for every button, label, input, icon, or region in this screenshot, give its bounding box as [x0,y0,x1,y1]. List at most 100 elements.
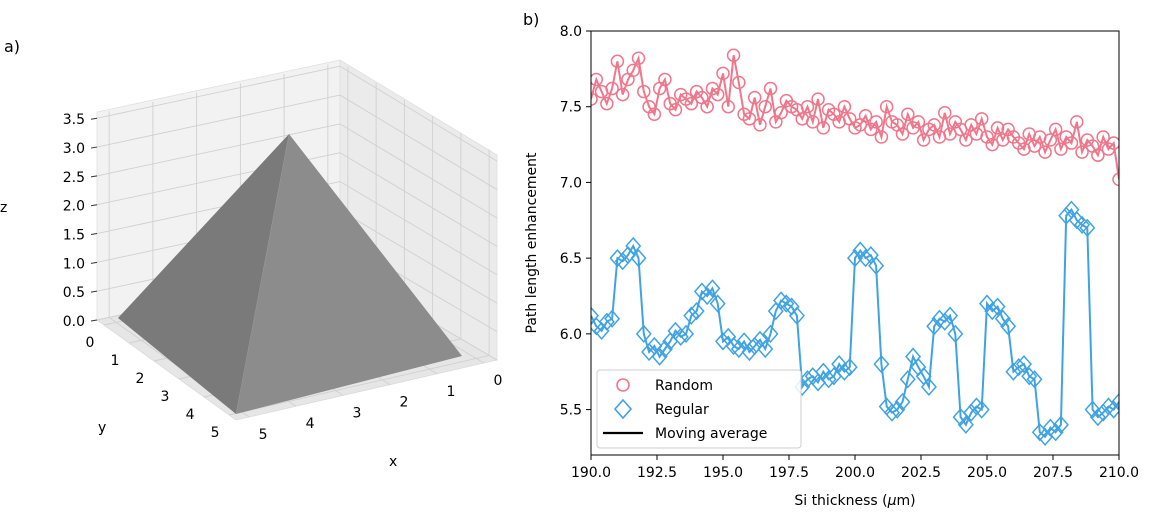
grid-line-y [228,354,490,416]
x-tick-label: 5 [259,427,268,443]
x-tick-label: 190.0 [571,465,611,481]
x-tick-label: 2 [400,395,409,411]
data-point-random [816,121,831,135]
z-tick-label: 3.0 [63,141,85,157]
data-point-regular [968,397,985,416]
data-point-regular [788,306,805,325]
data-point-random [811,92,825,106]
z-tick [90,233,98,236]
data-point-regular [868,256,885,275]
y-tick-label: 6.5 [560,251,582,267]
data-point-random [684,96,699,111]
data-point-regular [899,370,916,389]
x-tick-label: 210.0 [1099,465,1139,481]
y-axis-label: y [98,420,106,436]
pyramid-edge [235,133,290,415]
y-tick-label: 6.0 [560,327,582,343]
data-point-regular [635,324,652,343]
z-tick [90,175,98,178]
data-point-regular [1010,358,1027,377]
data-point-regular [889,400,906,419]
data-point-random [1043,133,1058,147]
data-point-regular [773,291,790,310]
data-point-regular [704,279,721,298]
data-point-random [800,99,815,114]
data-point-random [647,107,662,122]
z-tick [90,261,98,264]
data-point-regular [852,241,869,260]
series-markers [591,48,1119,446]
z-axis-label: z [0,200,7,216]
data-point-regular [1047,423,1064,442]
data-point-random [1112,172,1119,187]
data-point-random [721,99,736,114]
data-point-regular [678,324,695,343]
z-tick-label: 1.5 [63,228,85,244]
z-tick [90,146,98,149]
grid-line-z [96,123,341,177]
data-point-regular [1005,362,1022,381]
data-point-regular [979,294,995,313]
legend-label-regular: Regular [655,402,709,418]
data-point-regular [1105,400,1119,419]
data-point-regular [730,339,747,359]
grid-line-z [339,65,498,162]
data-point-random [763,81,778,96]
data-point-random [600,96,614,111]
data-point-regular [762,324,779,343]
x-tick-label: 192.5 [637,465,677,481]
data-point-random [710,87,725,102]
data-point-regular [984,302,1001,321]
data-point-regular [957,415,974,434]
x-axis-label: x [389,454,397,470]
data-point-random [605,81,619,96]
data-point-regular [630,249,647,268]
x-tick-label: 200.0 [835,465,875,481]
z-tick-label: 2.5 [63,170,85,186]
z-tick-label: 3.5 [63,112,85,128]
panel-a-label: a) [4,37,20,56]
y-tick-label: 5 [211,425,220,441]
data-point-random [626,63,640,78]
data-point-random [591,92,598,106]
data-point-regular [883,403,900,422]
x-tick-label: 195.0 [703,465,743,481]
data-point-regular [591,306,599,325]
data-point-regular [1089,408,1106,427]
data-point-regular [688,302,705,321]
data-point-regular [757,339,774,359]
grid-line-z [339,123,498,219]
pyramid-face-right [236,134,462,414]
z-tick [90,204,98,207]
data-point-regular [1026,370,1043,389]
z-tick-label: 0.5 [63,285,85,301]
y-ticks: 5.5 6.0 6.5 7.0 7.5 8.0 [560,24,591,419]
y-tick-label: 3 [161,389,170,405]
data-point-random [1091,148,1105,162]
z-tick [90,319,98,322]
data-point-regular [1052,415,1069,434]
y-tick-label: 1 [111,353,120,369]
data-point-random [806,115,820,129]
data-point-regular [604,309,621,328]
legend: Random Regular Moving average [596,369,802,449]
legend-box [596,369,802,449]
data-point-random [858,109,873,123]
y-tick-label: 4 [186,407,195,423]
data-point-random [1096,130,1110,144]
data-point-regular [1021,367,1038,386]
x-axis-label: Si thickness (μm) [794,493,915,509]
data-point-regular [715,332,731,351]
panel-b: b) 190.0 192.5 195.0 197.5 200.0 202.5 205.0 20… [523,10,1139,509]
data-point-regular [683,306,700,325]
data-point-regular [994,309,1011,328]
y-axis-label: Path length enhancement [524,152,540,334]
grid-line-z [339,152,498,247]
x-axis-label-text: Si thickness ( [794,493,887,509]
x-tick-label: 202.5 [901,465,941,481]
data-point-regular [973,400,990,419]
data-point-regular [920,377,937,396]
data-point-random [837,99,852,114]
z-tick-label: 0.0 [63,314,85,330]
